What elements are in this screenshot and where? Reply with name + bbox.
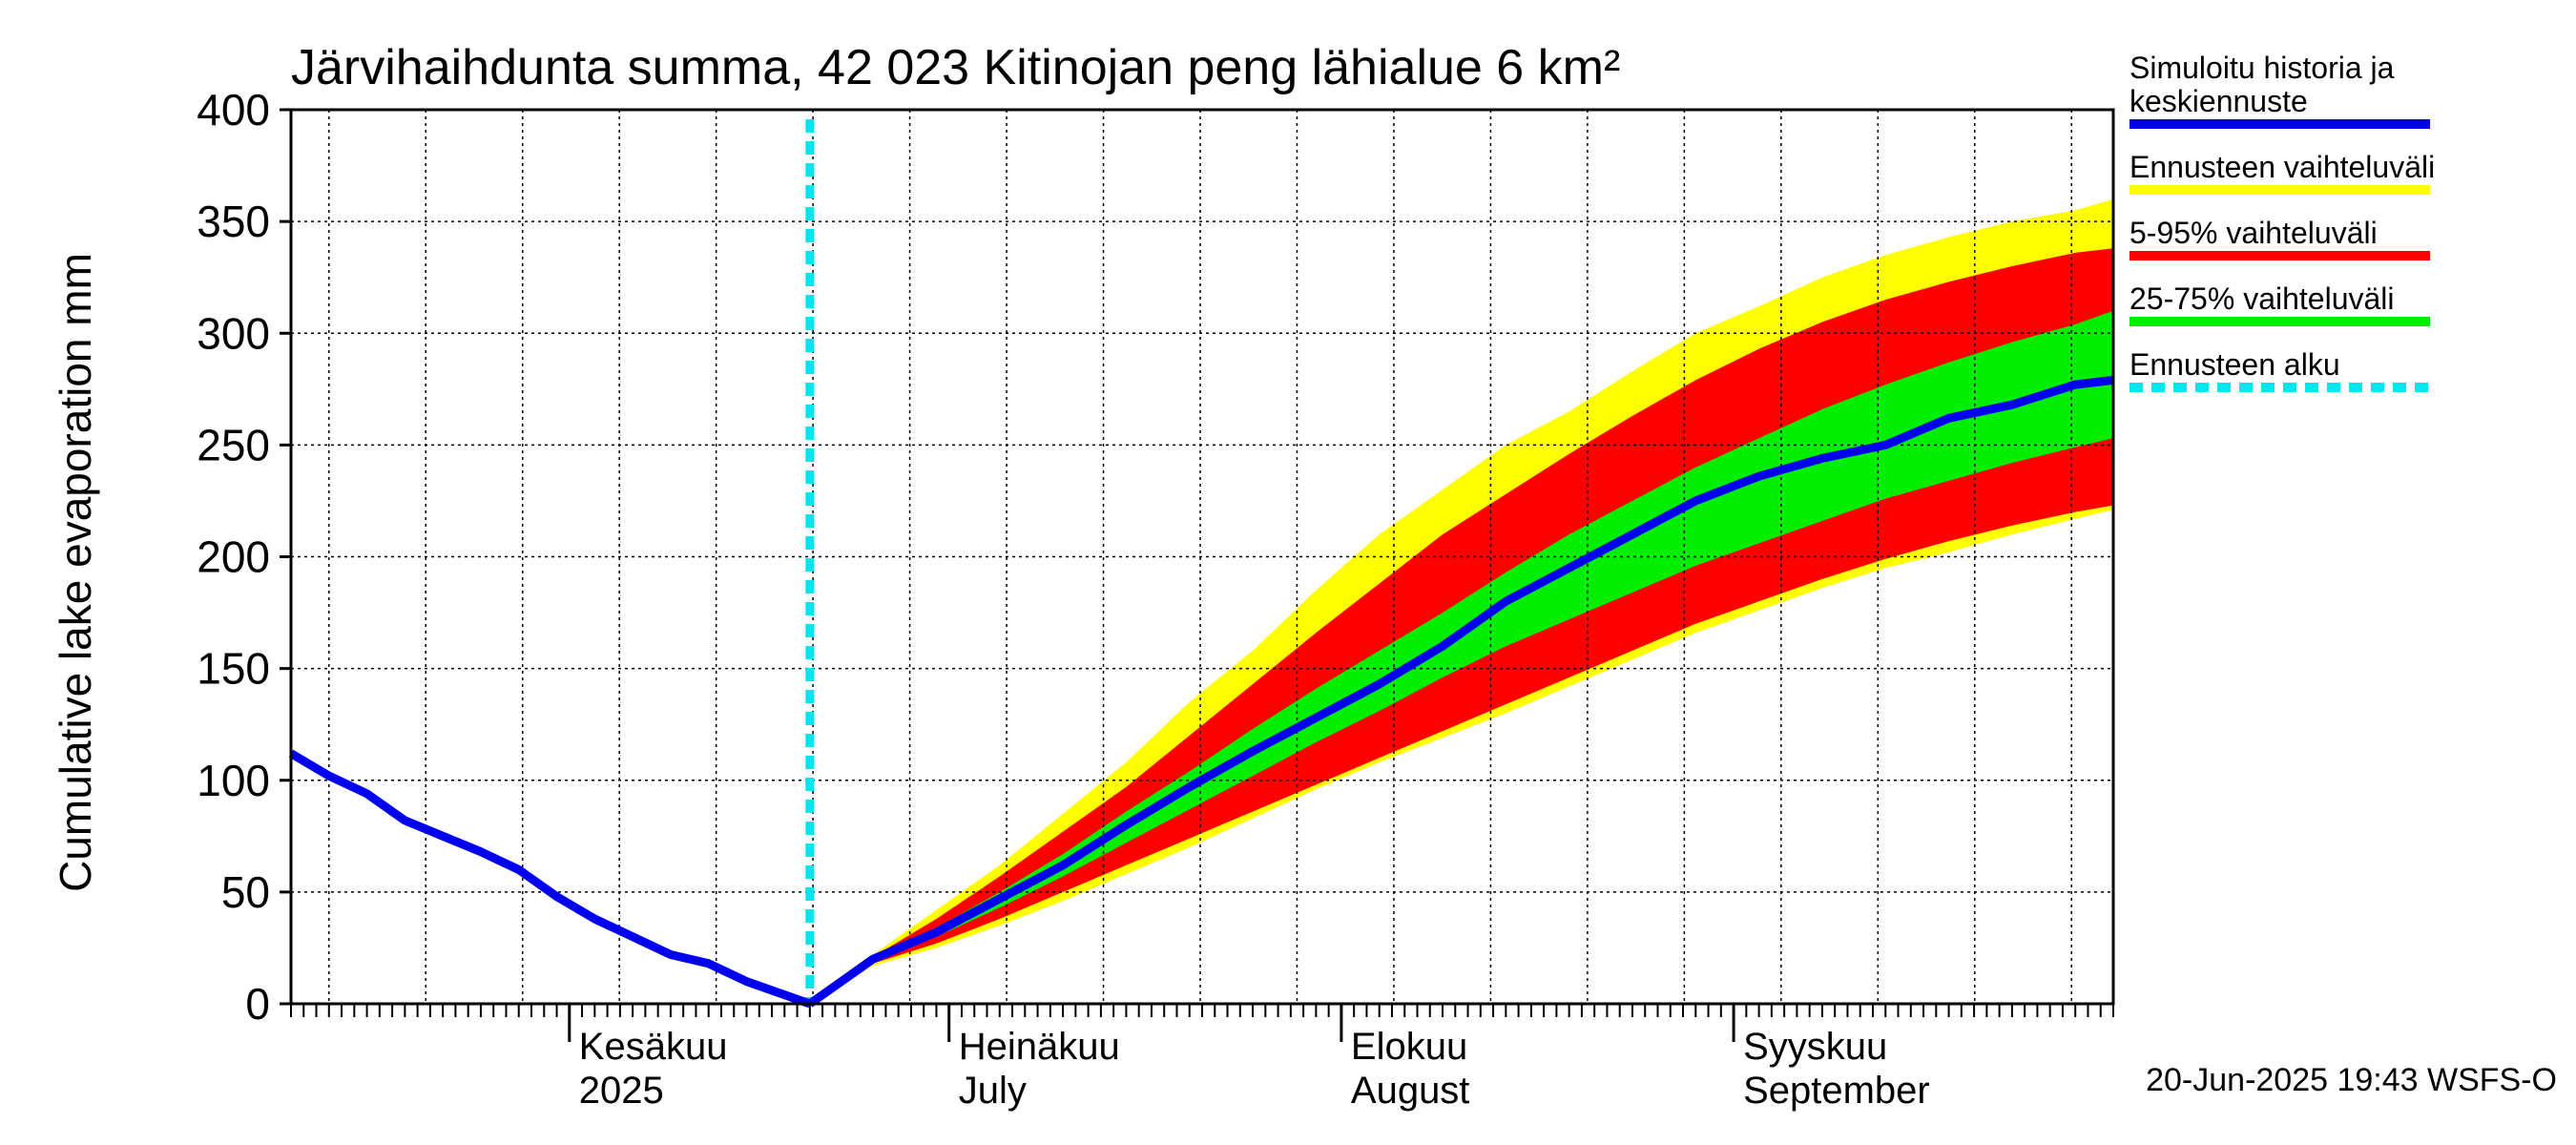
y-tick-label: 150 (197, 644, 270, 694)
footer-timestamp: 20-Jun-2025 19:43 WSFS-O (2146, 1062, 2557, 1098)
legend-label: Ennusteen alku (2129, 347, 2340, 382)
month-label: Elokuu (1351, 1026, 1467, 1068)
legend-label: Simuloitu historia ja (2129, 51, 2395, 85)
y-tick-label: 0 (245, 979, 270, 1029)
legend-label: 25-75% vaihteluväli (2129, 281, 2395, 316)
y-tick-label: 250 (197, 420, 270, 469)
series-lines (288, 119, 2114, 1009)
y-tick-label: 100 (197, 756, 270, 805)
month-label-secondary: September (1743, 1070, 1930, 1112)
month-label-secondary: July (959, 1070, 1027, 1112)
month-label-secondary: August (1351, 1070, 1470, 1112)
history-line (288, 749, 812, 1009)
month-label: Kesäkuu (579, 1026, 728, 1068)
legend-label: 5-95% vaihteluväli (2129, 216, 2378, 250)
y-axis-label: Cumulative lake evaporation mm (51, 253, 100, 892)
band-25-75 (809, 310, 2113, 1004)
month-label-secondary: 2025 (579, 1070, 664, 1112)
month-label: Heinäkuu (959, 1026, 1120, 1068)
y-tick-labels: 0 50 100 150 200 250 300 350 400 (197, 85, 270, 1029)
y-tick-label: 50 (221, 867, 270, 917)
y-tick-label: 400 (197, 85, 270, 135)
axes (280, 108, 2115, 1042)
y-tick-label: 200 (197, 532, 270, 582)
legend-label: Ennusteen vaihteluväli (2129, 150, 2435, 184)
chart-title: Järvihaihdunta summa, 42 023 Kitinojan p… (291, 40, 1620, 95)
y-tick-label: 300 (197, 308, 270, 358)
median-forecast-line (807, 375, 2114, 1008)
legend-label: keskiennuste (2129, 84, 2308, 118)
month-label: Syyskuu (1743, 1026, 1887, 1068)
y-tick-label: 350 (197, 197, 270, 246)
forecast-bands (809, 198, 2113, 1004)
